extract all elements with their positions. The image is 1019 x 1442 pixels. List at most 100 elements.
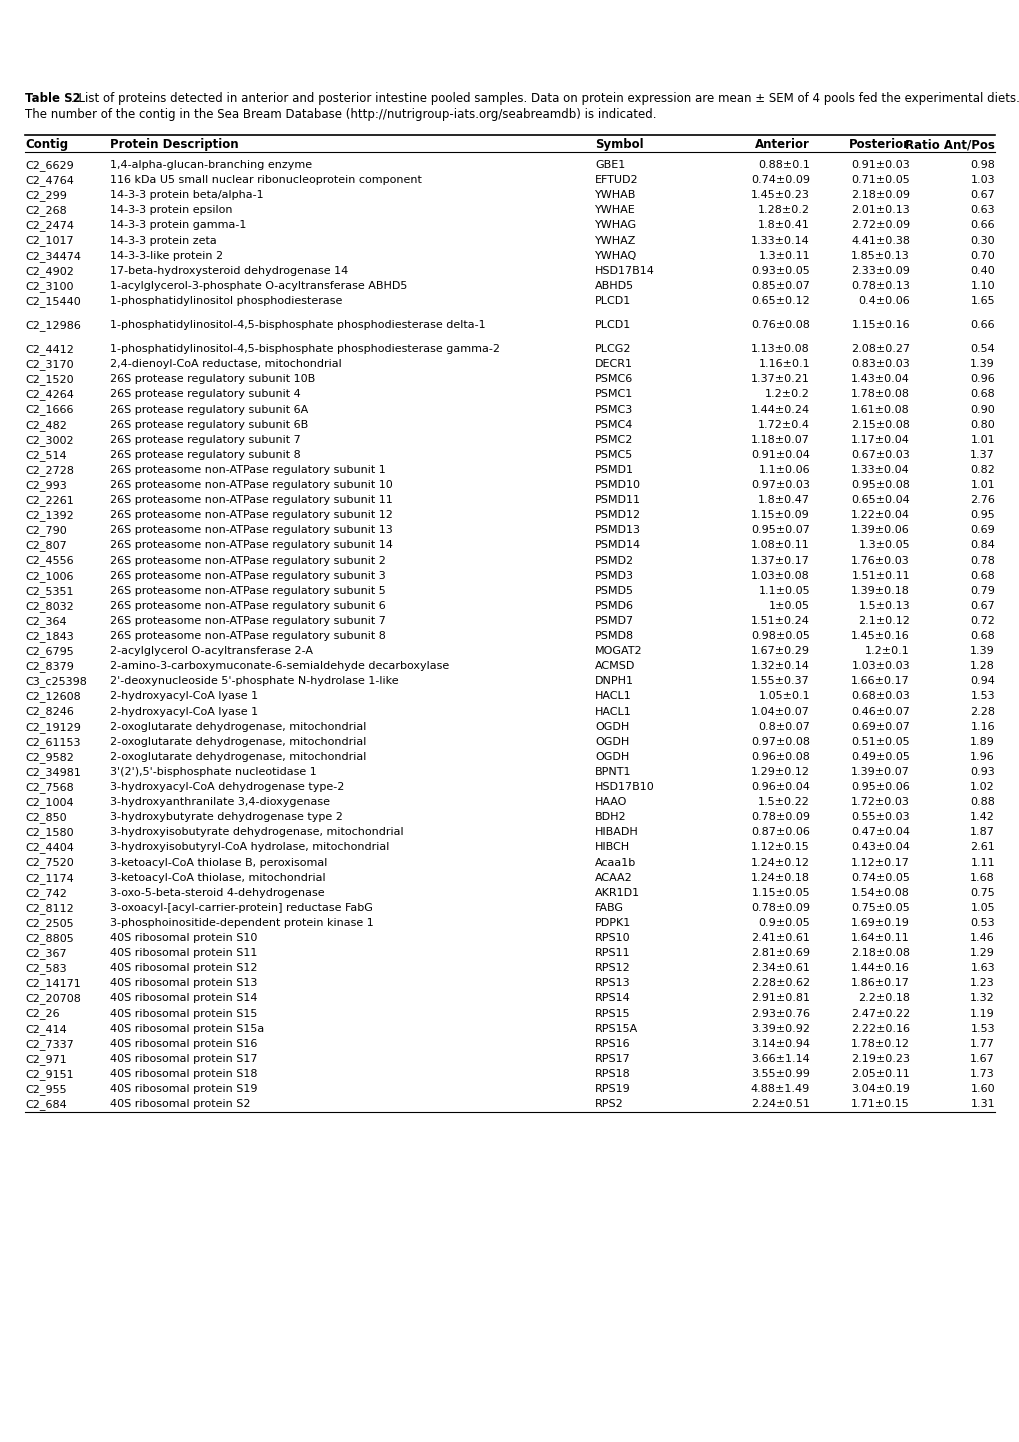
Text: 1.37±0.17: 1.37±0.17 [750, 555, 809, 565]
Text: 3-hydroxyisobutyrate dehydrogenase, mitochondrial: 3-hydroxyisobutyrate dehydrogenase, mito… [110, 828, 404, 838]
Text: 40S ribosomal protein S17: 40S ribosomal protein S17 [110, 1054, 257, 1064]
Text: 0.65±0.12: 0.65±0.12 [751, 296, 809, 306]
Text: 0.97±0.08: 0.97±0.08 [750, 737, 809, 747]
Text: 0.75: 0.75 [969, 888, 994, 898]
Text: 26S proteasome non-ATPase regulatory subunit 14: 26S proteasome non-ATPase regulatory sub… [110, 541, 392, 551]
Text: 0.79: 0.79 [969, 585, 994, 596]
Text: 1.29: 1.29 [969, 947, 994, 957]
Text: 1.39±0.06: 1.39±0.06 [851, 525, 909, 535]
Text: 1.24±0.18: 1.24±0.18 [750, 872, 809, 883]
Text: 2.1±0.12: 2.1±0.12 [857, 616, 909, 626]
Text: 0.8±0.07: 0.8±0.07 [757, 721, 809, 731]
Text: 1.51±0.11: 1.51±0.11 [851, 571, 909, 581]
Text: 2.41±0.61: 2.41±0.61 [750, 933, 809, 943]
Text: PSMD5: PSMD5 [594, 585, 634, 596]
Text: C2_4764: C2_4764 [25, 174, 73, 186]
Text: C2_2728: C2_2728 [25, 464, 74, 476]
Text: C2_9582: C2_9582 [25, 751, 73, 763]
Text: 0.66: 0.66 [969, 221, 994, 231]
Text: C2_1392: C2_1392 [25, 510, 73, 521]
Text: 1.04±0.07: 1.04±0.07 [750, 707, 809, 717]
Text: C2_14171: C2_14171 [25, 978, 81, 989]
Text: RPS12: RPS12 [594, 963, 630, 973]
Text: 1.33±0.14: 1.33±0.14 [751, 235, 809, 245]
Text: 0.93±0.05: 0.93±0.05 [751, 265, 809, 275]
Text: PSMD7: PSMD7 [594, 616, 634, 626]
Text: 1.05: 1.05 [969, 903, 994, 913]
Text: 1.69±0.19: 1.69±0.19 [850, 919, 909, 927]
Text: 0.96±0.04: 0.96±0.04 [750, 782, 809, 792]
Text: 0.46±0.07: 0.46±0.07 [850, 707, 909, 717]
Text: 2-hydroxyacyl-CoA lyase 1: 2-hydroxyacyl-CoA lyase 1 [110, 691, 258, 701]
Text: 14-3-3 protein zeta: 14-3-3 protein zeta [110, 235, 217, 245]
Text: 0.91±0.04: 0.91±0.04 [750, 450, 809, 460]
Text: RPS17: RPS17 [594, 1054, 630, 1064]
Text: PSMD3: PSMD3 [594, 571, 634, 581]
Text: 26S proteasome non-ATPase regulatory subunit 5: 26S proteasome non-ATPase regulatory sub… [110, 585, 385, 596]
Text: 1.42: 1.42 [969, 812, 994, 822]
Text: 0.95±0.07: 0.95±0.07 [750, 525, 809, 535]
Text: 1.73: 1.73 [969, 1069, 994, 1079]
Text: 2.19±0.23: 2.19±0.23 [850, 1054, 909, 1064]
Text: 2.47±0.22: 2.47±0.22 [850, 1008, 909, 1018]
Text: 1.31: 1.31 [969, 1099, 994, 1109]
Text: 2.24±0.51: 2.24±0.51 [750, 1099, 809, 1109]
Text: OGDH: OGDH [594, 737, 629, 747]
Text: C2_7337: C2_7337 [25, 1038, 73, 1050]
Text: YWHAG: YWHAG [594, 221, 637, 231]
Text: 0.88±0.1: 0.88±0.1 [757, 160, 809, 170]
Text: 26S protease regulatory subunit 10B: 26S protease regulatory subunit 10B [110, 375, 315, 385]
Text: 26S protease regulatory subunit 4: 26S protease regulatory subunit 4 [110, 389, 301, 399]
Text: C2_583: C2_583 [25, 963, 66, 975]
Text: RPS10: RPS10 [594, 933, 630, 943]
Text: 1.46: 1.46 [969, 933, 994, 943]
Text: 26S proteasome non-ATPase regulatory subunit 8: 26S proteasome non-ATPase regulatory sub… [110, 632, 385, 642]
Text: 0.47±0.04: 0.47±0.04 [850, 828, 909, 838]
Text: Anterior: Anterior [754, 138, 809, 151]
Text: 1,4-alpha-glucan-branching enzyme: 1,4-alpha-glucan-branching enzyme [110, 160, 312, 170]
Text: 3-hydroxyacyl-CoA dehydrogenase type-2: 3-hydroxyacyl-CoA dehydrogenase type-2 [110, 782, 344, 792]
Text: 1.10: 1.10 [969, 281, 994, 291]
Text: 4.41±0.38: 4.41±0.38 [850, 235, 909, 245]
Text: 0.96±0.08: 0.96±0.08 [750, 751, 809, 761]
Text: 26S proteasome non-ATPase regulatory subunit 1: 26S proteasome non-ATPase regulatory sub… [110, 464, 385, 474]
Text: 1.63: 1.63 [969, 963, 994, 973]
Text: 1.37: 1.37 [969, 450, 994, 460]
Text: Symbol: Symbol [594, 138, 643, 151]
Text: OGDH: OGDH [594, 721, 629, 731]
Text: RPS15A: RPS15A [594, 1024, 638, 1034]
Text: 2.28: 2.28 [969, 707, 994, 717]
Text: 0.51±0.05: 0.51±0.05 [851, 737, 909, 747]
Text: C2_955: C2_955 [25, 1084, 66, 1094]
Text: ACAA2: ACAA2 [594, 872, 632, 883]
Text: DECR1: DECR1 [594, 359, 633, 369]
Text: OGDH: OGDH [594, 751, 629, 761]
Text: 1.61±0.08: 1.61±0.08 [851, 405, 909, 414]
Text: 1.08±0.11: 1.08±0.11 [751, 541, 809, 551]
Text: C2_1017: C2_1017 [25, 235, 73, 247]
Text: 2.81±0.69: 2.81±0.69 [750, 947, 809, 957]
Text: 1.78±0.08: 1.78±0.08 [850, 389, 909, 399]
Text: 1.1±0.06: 1.1±0.06 [758, 464, 809, 474]
Text: ACMSD: ACMSD [594, 662, 635, 671]
Text: 0.68±0.03: 0.68±0.03 [851, 691, 909, 701]
Text: 1.16: 1.16 [969, 721, 994, 731]
Text: 3-hydroxybutyrate dehydrogenase type 2: 3-hydroxybutyrate dehydrogenase type 2 [110, 812, 342, 822]
Text: 3.04±0.19: 3.04±0.19 [850, 1084, 909, 1094]
Text: PLCG2: PLCG2 [594, 345, 631, 355]
Text: 2-acylglycerol O-acyltransferase 2-A: 2-acylglycerol O-acyltransferase 2-A [110, 646, 313, 656]
Text: 40S ribosomal protein S15a: 40S ribosomal protein S15a [110, 1024, 264, 1034]
Text: 1.28: 1.28 [969, 662, 994, 671]
Text: 1.8±0.47: 1.8±0.47 [757, 495, 809, 505]
Text: 40S ribosomal protein S2: 40S ribosomal protein S2 [110, 1099, 251, 1109]
Text: 0.88: 0.88 [969, 797, 994, 808]
Text: 1.89: 1.89 [969, 737, 994, 747]
Text: 2.08±0.27: 2.08±0.27 [850, 345, 909, 355]
Text: 26S protease regulatory subunit 6A: 26S protease regulatory subunit 6A [110, 405, 308, 414]
Text: 1.13±0.08: 1.13±0.08 [751, 345, 809, 355]
Text: C2_414: C2_414 [25, 1024, 66, 1034]
Text: BDH2: BDH2 [594, 812, 626, 822]
Text: C2_1520: C2_1520 [25, 375, 73, 385]
Text: 0.93: 0.93 [969, 767, 994, 777]
Text: 0.96: 0.96 [969, 375, 994, 385]
